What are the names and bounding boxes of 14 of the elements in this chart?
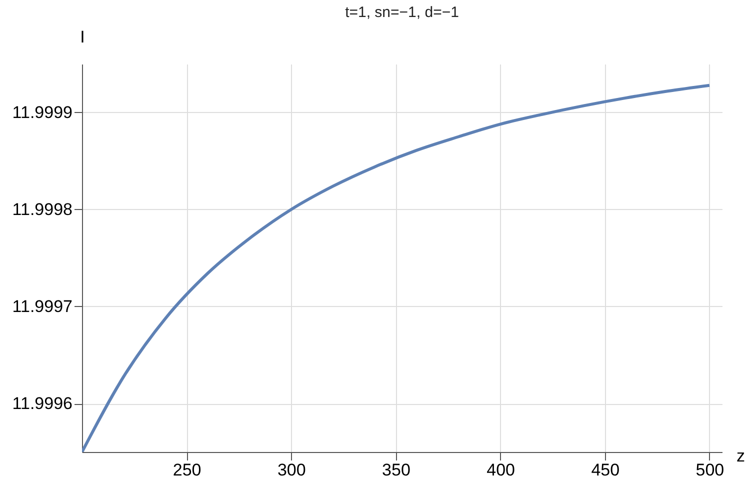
y-tick-label: 11.9998 xyxy=(12,200,72,219)
line-series xyxy=(82,84,711,452)
x-tick-label: 350 xyxy=(382,460,410,480)
x-tick-label: 300 xyxy=(277,460,306,480)
x-axis-title: z xyxy=(736,446,745,466)
x-tick-label: 250 xyxy=(172,460,202,480)
x-tick-label: 500 xyxy=(696,460,724,480)
y-tick-label: 11.9999 xyxy=(12,103,72,122)
y-axis-title: I xyxy=(80,28,85,46)
x-tick-label: 400 xyxy=(486,460,515,480)
x-tick-label: 450 xyxy=(591,460,620,480)
chart-title: t=1, sn=−1, d=−1 xyxy=(345,4,459,21)
y-tick-label: 11.9997 xyxy=(12,297,72,316)
y-tick-label: 11.9996 xyxy=(12,394,72,413)
